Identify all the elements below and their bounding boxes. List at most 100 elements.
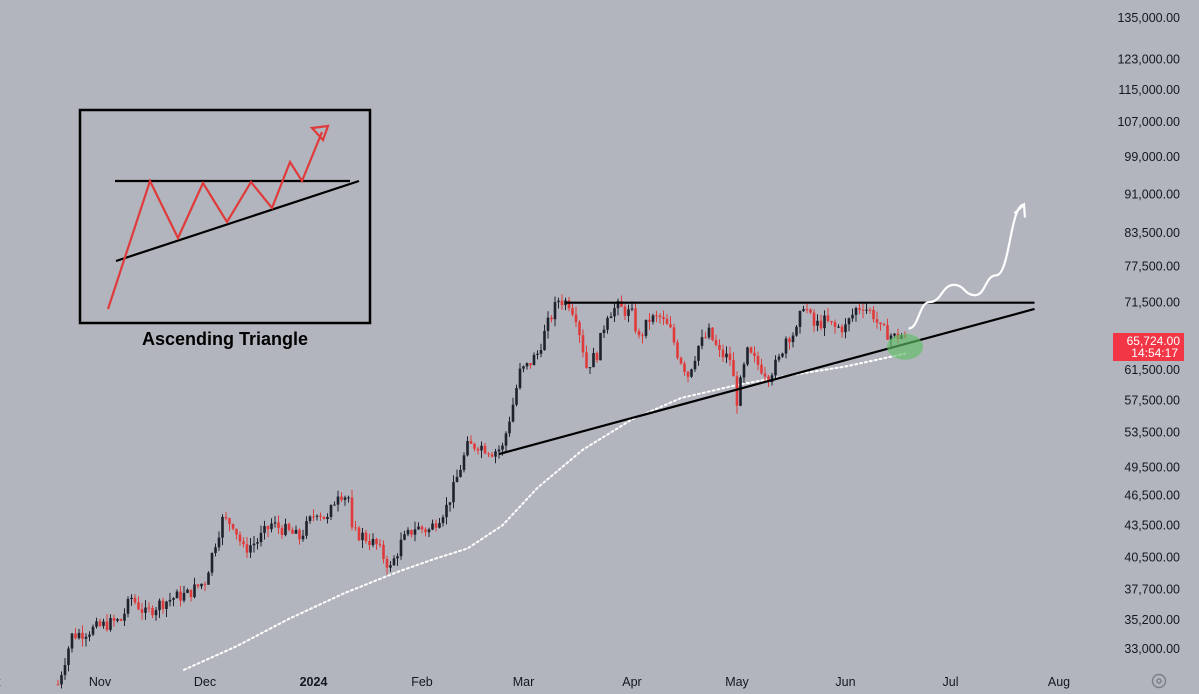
candle-body — [434, 523, 438, 528]
candle-body — [231, 524, 235, 529]
time-tick-label: Aug — [1048, 675, 1070, 689]
candle-body — [242, 541, 245, 545]
candle-down — [469, 435, 473, 444]
candle-down — [805, 303, 809, 314]
candle-body — [487, 453, 490, 455]
candle-body — [497, 449, 501, 452]
candle-up — [543, 324, 546, 351]
candle-down — [581, 329, 585, 358]
projection-path — [908, 203, 1025, 330]
candle-down — [490, 451, 494, 458]
candle-down — [147, 602, 151, 613]
candle-up — [539, 343, 543, 358]
candle-body — [546, 317, 550, 331]
candle-up — [613, 302, 616, 323]
candle-body — [441, 517, 445, 524]
candle-down — [312, 509, 315, 522]
candle-down — [382, 540, 385, 564]
candle-up — [252, 535, 256, 553]
inset-price-zigzag — [106, 131, 324, 310]
price-tick-label: 49,500.00 — [1124, 460, 1180, 474]
candle-up — [693, 356, 697, 372]
candle-up — [588, 367, 592, 374]
candle-up — [144, 600, 147, 620]
candle-up — [84, 633, 88, 647]
candle-body — [371, 538, 375, 546]
candle-down — [676, 339, 679, 360]
candle-body — [462, 455, 466, 470]
candle-body — [669, 324, 672, 328]
candle-body — [473, 443, 476, 449]
candle-body — [662, 317, 665, 319]
current-price-countdown: 14:54:17 — [1131, 346, 1178, 360]
candle-body — [60, 675, 63, 685]
candle-body — [844, 324, 847, 333]
candle-down — [753, 346, 756, 363]
candle-up — [445, 497, 448, 525]
candle-body — [613, 308, 616, 317]
candle-body — [550, 317, 553, 320]
candle-up — [504, 431, 508, 452]
candle-body — [753, 352, 756, 356]
candle-down — [578, 320, 581, 343]
candle-body — [123, 613, 126, 621]
candle-body — [746, 347, 749, 365]
price-tick-label: 91,000.00 — [1124, 188, 1180, 202]
candle-up — [329, 504, 333, 521]
candle-down — [879, 322, 882, 331]
candle-body — [798, 311, 802, 327]
price-axis[interactable]: 135,000.00 123,000.00 115,000.00 107,000.00… — [1117, 11, 1180, 656]
retest-highlight — [887, 333, 923, 360]
candle-up — [795, 325, 798, 337]
candle-body — [840, 326, 844, 333]
candle-up — [742, 362, 746, 383]
candle-up — [123, 608, 126, 627]
candle-up — [207, 571, 210, 585]
candle-up — [525, 362, 529, 370]
candle-down — [732, 352, 735, 377]
candle-body — [427, 529, 431, 533]
candle-down — [179, 585, 182, 607]
candle-body — [872, 309, 875, 320]
candle-up — [480, 441, 483, 459]
time-axis[interactable]: t Nov Dec 2024 Feb Mar Apr May Jun Jul Aug — [0, 675, 1070, 689]
candle-body — [182, 592, 186, 601]
candle-down — [550, 315, 553, 323]
candle-body — [805, 309, 809, 311]
candle-body — [221, 516, 224, 538]
candle-body — [259, 532, 263, 543]
candle-body — [77, 632, 81, 639]
candle-up — [791, 332, 795, 348]
candle-down — [658, 313, 662, 324]
price-tick-label: 71,500.00 — [1124, 296, 1180, 310]
candle-body — [161, 600, 165, 609]
candle-up — [210, 552, 214, 576]
candle-body — [732, 360, 735, 377]
settings-gear-icon[interactable] — [1151, 673, 1167, 689]
candle-body — [641, 335, 644, 337]
candle-body — [424, 529, 427, 533]
price-tick-label: 61,500.00 — [1124, 363, 1180, 377]
candle-body — [361, 532, 364, 541]
candle-down — [235, 528, 238, 540]
candle-body — [375, 538, 378, 545]
candle-body — [357, 527, 361, 541]
candle-body — [585, 352, 588, 368]
candle-up — [413, 521, 417, 542]
candle-body — [823, 315, 826, 329]
candle-up — [77, 628, 81, 640]
candle-body — [658, 315, 662, 318]
candle-up — [431, 519, 434, 531]
candle-down — [410, 529, 413, 538]
moving-average-path — [183, 352, 906, 671]
candle-body — [224, 516, 228, 519]
candle-up — [441, 514, 445, 527]
candle-body — [665, 318, 669, 325]
candle-body — [466, 441, 469, 456]
candle-body — [560, 300, 564, 306]
candle-body — [385, 558, 389, 568]
candle-down — [812, 309, 816, 333]
candle-up — [546, 311, 550, 339]
candle-down — [665, 314, 669, 325]
